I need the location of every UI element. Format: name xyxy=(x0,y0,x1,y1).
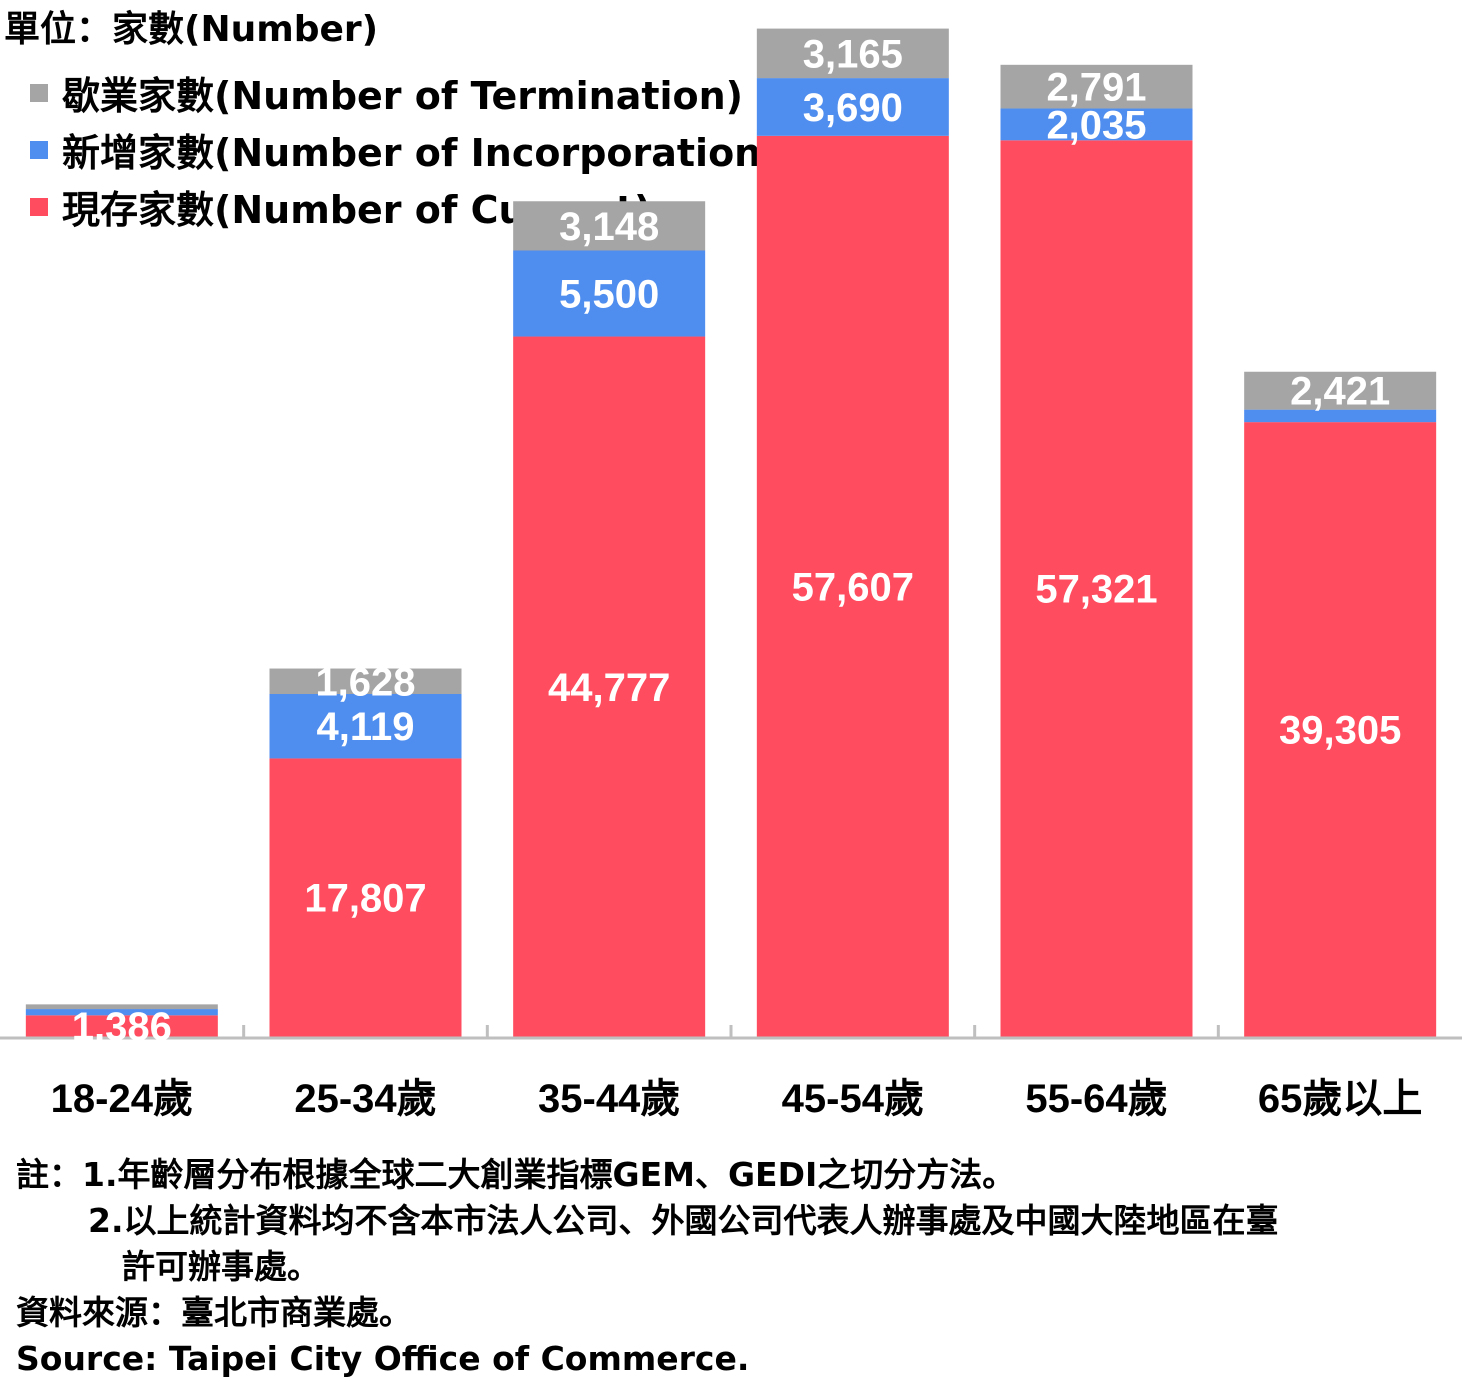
source-line-zh: 資料來源：臺北市商業處。 xyxy=(16,1293,412,1332)
data-label-incorporation-1: 4,119 xyxy=(317,705,415,749)
bar-segment-termination-0 xyxy=(25,1004,218,1010)
bar-segment-current-1 xyxy=(269,758,462,1037)
legend-label-incorporation: 新增家數(Number of Incorporation) xyxy=(62,131,779,175)
note-line-3: 許可辦事處。 xyxy=(122,1247,320,1286)
bar-segment-termination-3 xyxy=(756,28,949,79)
legend-swatch-incorporation xyxy=(30,140,48,159)
data-label-termination-3: 3,165 xyxy=(803,32,903,76)
category-label-1: 25-34歲 xyxy=(294,1077,436,1121)
bar-segment-termination-4 xyxy=(1000,64,1193,109)
notes: 註：1.年齡層分布根據全球二大創業指標GEM、GEDI之切分方法。 2.以上統計… xyxy=(16,1152,1279,1382)
data-label-current-0: 1,386 xyxy=(72,1005,172,1049)
data-label-current-2: 44,777 xyxy=(548,666,670,710)
legend-swatch-termination xyxy=(30,83,48,102)
unit-label: 單位：家數(Number) xyxy=(4,9,379,50)
data-label-termination-1: 1,628 xyxy=(315,660,415,704)
data-label-termination-4: 2,791 xyxy=(1046,66,1146,110)
bar-segment-termination-1 xyxy=(269,668,462,695)
data-label-incorporation-2: 5,500 xyxy=(559,273,659,317)
legend-label-termination: 歇業家數(Number of Termination) xyxy=(62,74,744,118)
legend-item-incorporation: 新增家數(Number of Incorporation) xyxy=(30,121,779,178)
source-line-en: Source: Taipei City Office of Commerce. xyxy=(16,1339,750,1378)
bar-segment-incorporation-5 xyxy=(1244,409,1437,423)
data-label-termination-2: 3,148 xyxy=(559,205,659,249)
bar-segment-incorporation-2 xyxy=(513,250,706,337)
bar-segment-incorporation-3 xyxy=(756,78,949,136)
bar-segment-incorporation-0 xyxy=(25,1009,218,1016)
category-label-5: 65歲以上 xyxy=(1258,1077,1423,1121)
bar-segment-termination-5 xyxy=(1244,371,1437,410)
note-line-1: 註：1.年齡層分布根據全球二大創業指標GEM、GEDI之切分方法。 xyxy=(16,1155,1016,1194)
bar-segment-current-0 xyxy=(25,1015,218,1037)
bar-segment-termination-2 xyxy=(513,201,706,251)
bar-segment-incorporation-1 xyxy=(269,694,462,759)
note-line-2: 2.以上統計資料均不含本市法人公司、外國公司代表人辦事處及中國大陸地區在臺 xyxy=(88,1201,1279,1240)
data-label-incorporation-3: 3,690 xyxy=(803,86,903,130)
data-label-current-5: 39,305 xyxy=(1279,709,1401,753)
data-label-current-4: 57,321 xyxy=(1035,568,1157,612)
bar-segment-current-5 xyxy=(1244,422,1437,1037)
data-label-termination-5: 2,421 xyxy=(1290,370,1390,414)
category-label-0: 18-24歲 xyxy=(51,1077,193,1121)
data-label-incorporation-4: 2,035 xyxy=(1046,103,1146,147)
legend-swatch-current xyxy=(30,197,48,216)
category-label-3: 45-54歲 xyxy=(782,1077,924,1121)
data-label-current-3: 57,607 xyxy=(792,565,914,609)
category-label-4: 55-64歲 xyxy=(1025,1077,1167,1121)
legend-item-termination: 歇業家數(Number of Termination) xyxy=(30,64,779,121)
category-label-2: 35-44歲 xyxy=(538,1077,680,1121)
bar-segment-current-2 xyxy=(513,336,706,1037)
bar-segment-incorporation-4 xyxy=(1000,108,1193,141)
data-label-current-1: 17,807 xyxy=(304,877,426,921)
bar-segment-current-3 xyxy=(756,135,949,1038)
bar-segment-current-4 xyxy=(1000,140,1193,1037)
